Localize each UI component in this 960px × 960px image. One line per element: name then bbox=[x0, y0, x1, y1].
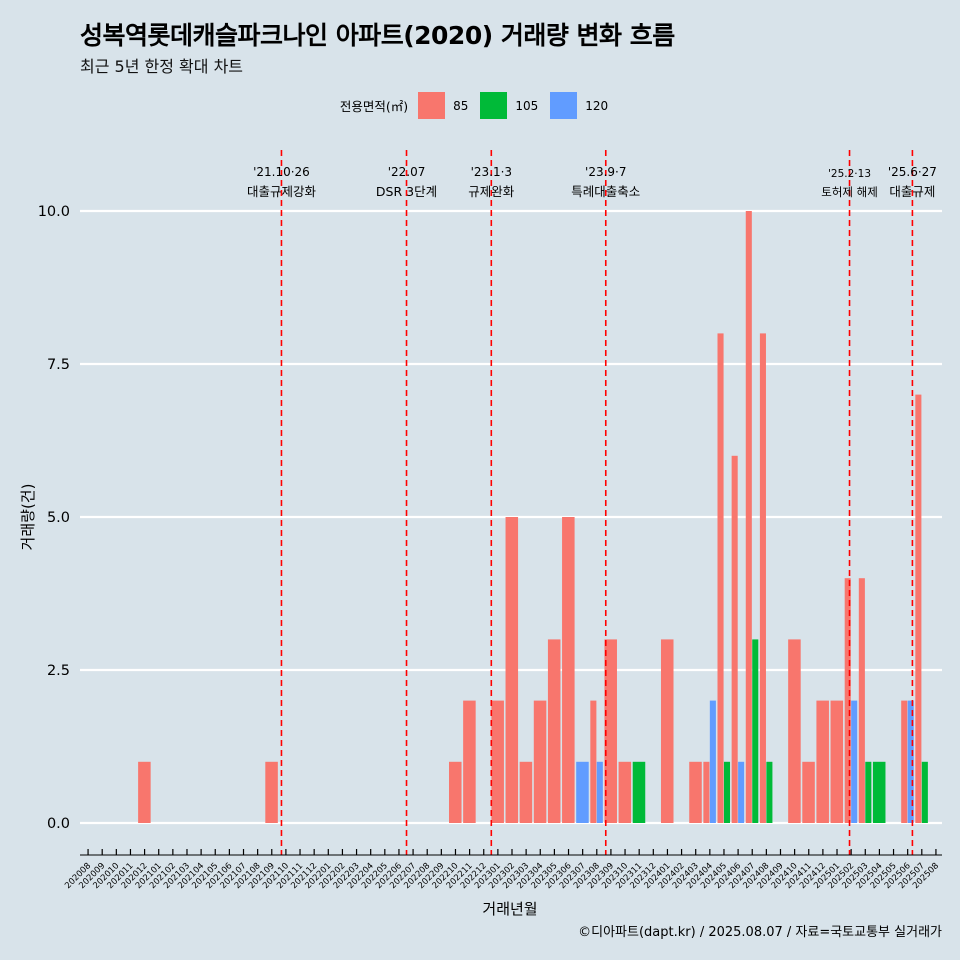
legend-label-120: 120 bbox=[585, 98, 609, 113]
legend-item-85: 85 bbox=[418, 92, 468, 119]
bar-120-202406 bbox=[738, 761, 745, 823]
bar-85-202308 bbox=[590, 700, 597, 823]
legend-item-120: 120 bbox=[550, 92, 608, 119]
bar-85-202404 bbox=[703, 761, 710, 823]
bar-120-202506 bbox=[907, 700, 914, 823]
bar-85-202506 bbox=[901, 700, 908, 823]
source-caption: ©디아파트(dapt.kr) / 2025.08.07 / 자료=국토교통부 실… bbox=[578, 925, 942, 940]
legend-key-85 bbox=[418, 92, 446, 119]
event-name-label: 특례대출축소 bbox=[571, 184, 640, 199]
bar-85-202501 bbox=[830, 700, 844, 823]
bar-85-202012 bbox=[138, 761, 151, 823]
event-name-label: 대출규제 bbox=[889, 184, 935, 199]
legend: 전용면적(㎡) 85 105 120 bbox=[0, 92, 960, 119]
legend-label-105: 105 bbox=[515, 98, 539, 113]
bar-85-202412 bbox=[816, 700, 829, 823]
bar-85-202304 bbox=[533, 700, 547, 823]
event-name-label: 토허제 해제 bbox=[821, 185, 878, 199]
legend-key-105 bbox=[480, 92, 508, 119]
bar-85-202305 bbox=[547, 639, 561, 823]
bar-85-202211 bbox=[463, 700, 476, 823]
chart-title: 성복역롯데캐슬파크나인 아파트(2020) 거래량 변화 흐름 bbox=[80, 21, 675, 50]
legend-title: 전용면적(㎡) bbox=[339, 99, 409, 114]
x-axis-title: 거래년월 bbox=[482, 900, 537, 918]
bar-105-202504 bbox=[872, 761, 886, 823]
bar-85-202210 bbox=[449, 761, 462, 823]
chart-subtitle: 최근 5년 한정 확대 차트 bbox=[80, 57, 244, 76]
bar-85-202410 bbox=[788, 639, 801, 823]
y-tick-label: 0.0 bbox=[47, 816, 70, 832]
bar-105-202408 bbox=[766, 761, 773, 823]
legend-key-120 bbox=[550, 92, 578, 119]
bar-105-202311 bbox=[632, 761, 646, 823]
bar-120-202404 bbox=[709, 700, 716, 823]
bar-85-202109 bbox=[265, 761, 278, 823]
bar-85-202309 bbox=[604, 639, 617, 823]
bar-85-202408 bbox=[759, 333, 766, 823]
event-date-label: '23.1·3 bbox=[471, 165, 512, 179]
bar-85-202406 bbox=[731, 455, 738, 823]
bar-85-202310 bbox=[618, 761, 632, 823]
bars bbox=[138, 211, 928, 823]
bar-85-202403 bbox=[689, 761, 702, 823]
bar-85-202502 bbox=[844, 578, 851, 823]
event-date-label: '22.07 bbox=[388, 165, 426, 179]
event-name-label: 규제완화 bbox=[468, 184, 515, 199]
bar-105-202405 bbox=[723, 761, 731, 823]
bar-105-202507 bbox=[921, 761, 928, 823]
bar-85-202411 bbox=[802, 761, 815, 823]
bar-85-202503 bbox=[858, 578, 865, 823]
event-annotations: '21.10·26 대출규제강화 '22.07 DSR 3단계 '23.1·3 규제완화 '… bbox=[247, 165, 937, 199]
event-date-label: '23.9·7 bbox=[585, 165, 626, 179]
legend-label-85: 85 bbox=[453, 98, 469, 113]
bar-85-202405 bbox=[717, 333, 724, 823]
event-date-label: '25.6·27 bbox=[888, 165, 937, 179]
bar-85-202301 bbox=[491, 700, 504, 823]
bar-105-202503 bbox=[865, 761, 872, 823]
y-axis-ticks: 0.0 2.5 5.0 7.5 10.0 bbox=[38, 204, 70, 832]
bar-105-202407 bbox=[752, 639, 759, 823]
y-tick-label: 5.0 bbox=[47, 510, 70, 526]
event-date-label: '25.2·13 bbox=[828, 168, 871, 180]
bar-85-202303 bbox=[519, 761, 533, 823]
event-name-label: 대출규제강화 bbox=[247, 184, 317, 199]
bar-85-202407 bbox=[745, 211, 752, 823]
y-tick-label: 7.5 bbox=[47, 357, 70, 373]
event-date-label: '21.10·26 bbox=[253, 165, 310, 179]
bar-120-202307 bbox=[576, 761, 589, 823]
x-axis: 2020082020092020102020112020122021012021… bbox=[63, 849, 942, 891]
bar-120-202308 bbox=[596, 761, 603, 823]
bar-85-202507 bbox=[915, 394, 922, 823]
legend-item-105: 105 bbox=[480, 92, 538, 119]
bar-85-202306 bbox=[562, 517, 575, 823]
y-tick-label: 2.5 bbox=[47, 663, 70, 679]
y-tick-label: 10.0 bbox=[38, 204, 70, 220]
y-axis-title: 거래량(건) bbox=[19, 484, 37, 551]
bar-85-202302 bbox=[505, 517, 519, 823]
event-name-label: DSR 3단계 bbox=[376, 184, 437, 199]
event-lines bbox=[280, 150, 914, 855]
bar-85-202401 bbox=[660, 639, 674, 823]
bar-120-202502 bbox=[851, 700, 858, 823]
